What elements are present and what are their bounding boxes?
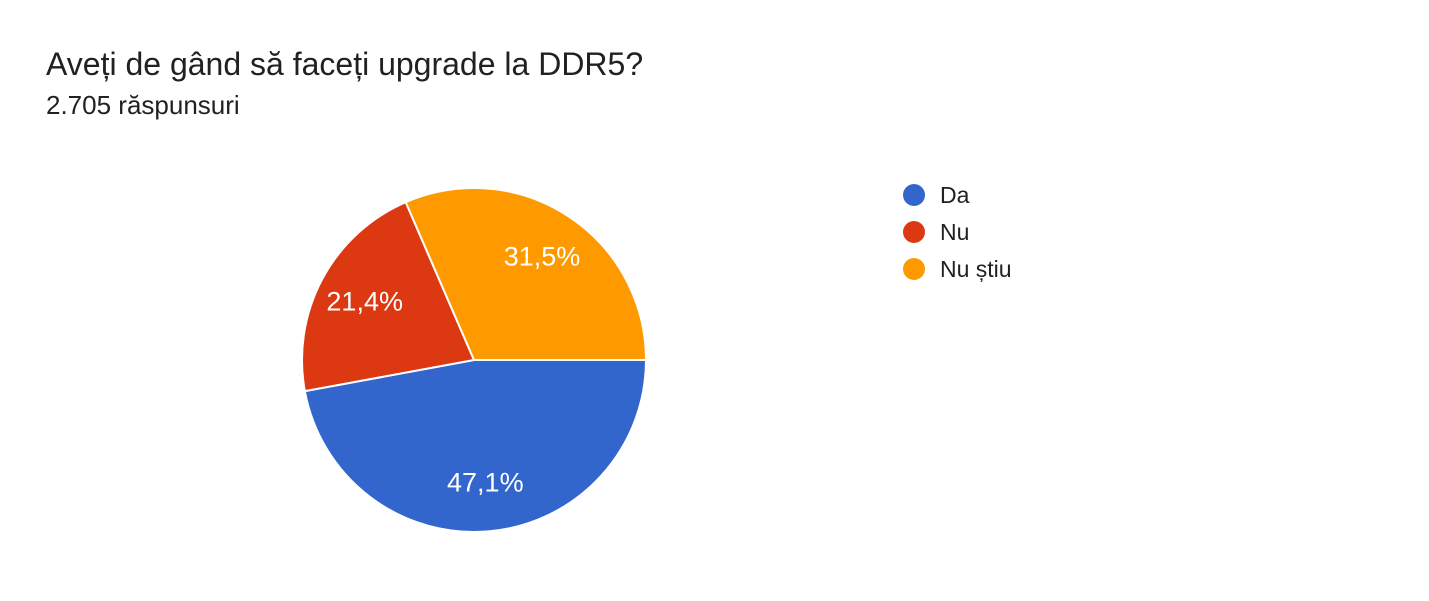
legend-label: Da xyxy=(940,181,970,208)
pie-slice-nu-stiu[interactable] xyxy=(404,187,647,361)
pie-slice-nu[interactable] xyxy=(301,201,475,393)
pie-chart-svg xyxy=(301,187,647,533)
response-count: 2.705 răspunsuri xyxy=(46,90,240,120)
pie-chart: 47,1% 21,4% 31,5% xyxy=(299,185,649,535)
legend-item-da: Da xyxy=(903,181,1012,209)
legend-item-nu-stiu: Nu știu xyxy=(903,255,1012,283)
legend-swatch-icon xyxy=(903,258,925,280)
chart-title: Aveți de gând să faceți upgrade la DDR5? xyxy=(46,46,644,82)
pie-slice-da[interactable] xyxy=(303,359,647,533)
legend-label: Nu știu xyxy=(940,255,1012,282)
legend-label: Nu xyxy=(940,218,970,245)
legend-item-nu: Nu xyxy=(903,218,1012,246)
legend: Da Nu Nu știu xyxy=(903,181,1012,283)
legend-swatch-icon xyxy=(903,221,925,243)
legend-swatch-icon xyxy=(903,184,925,206)
